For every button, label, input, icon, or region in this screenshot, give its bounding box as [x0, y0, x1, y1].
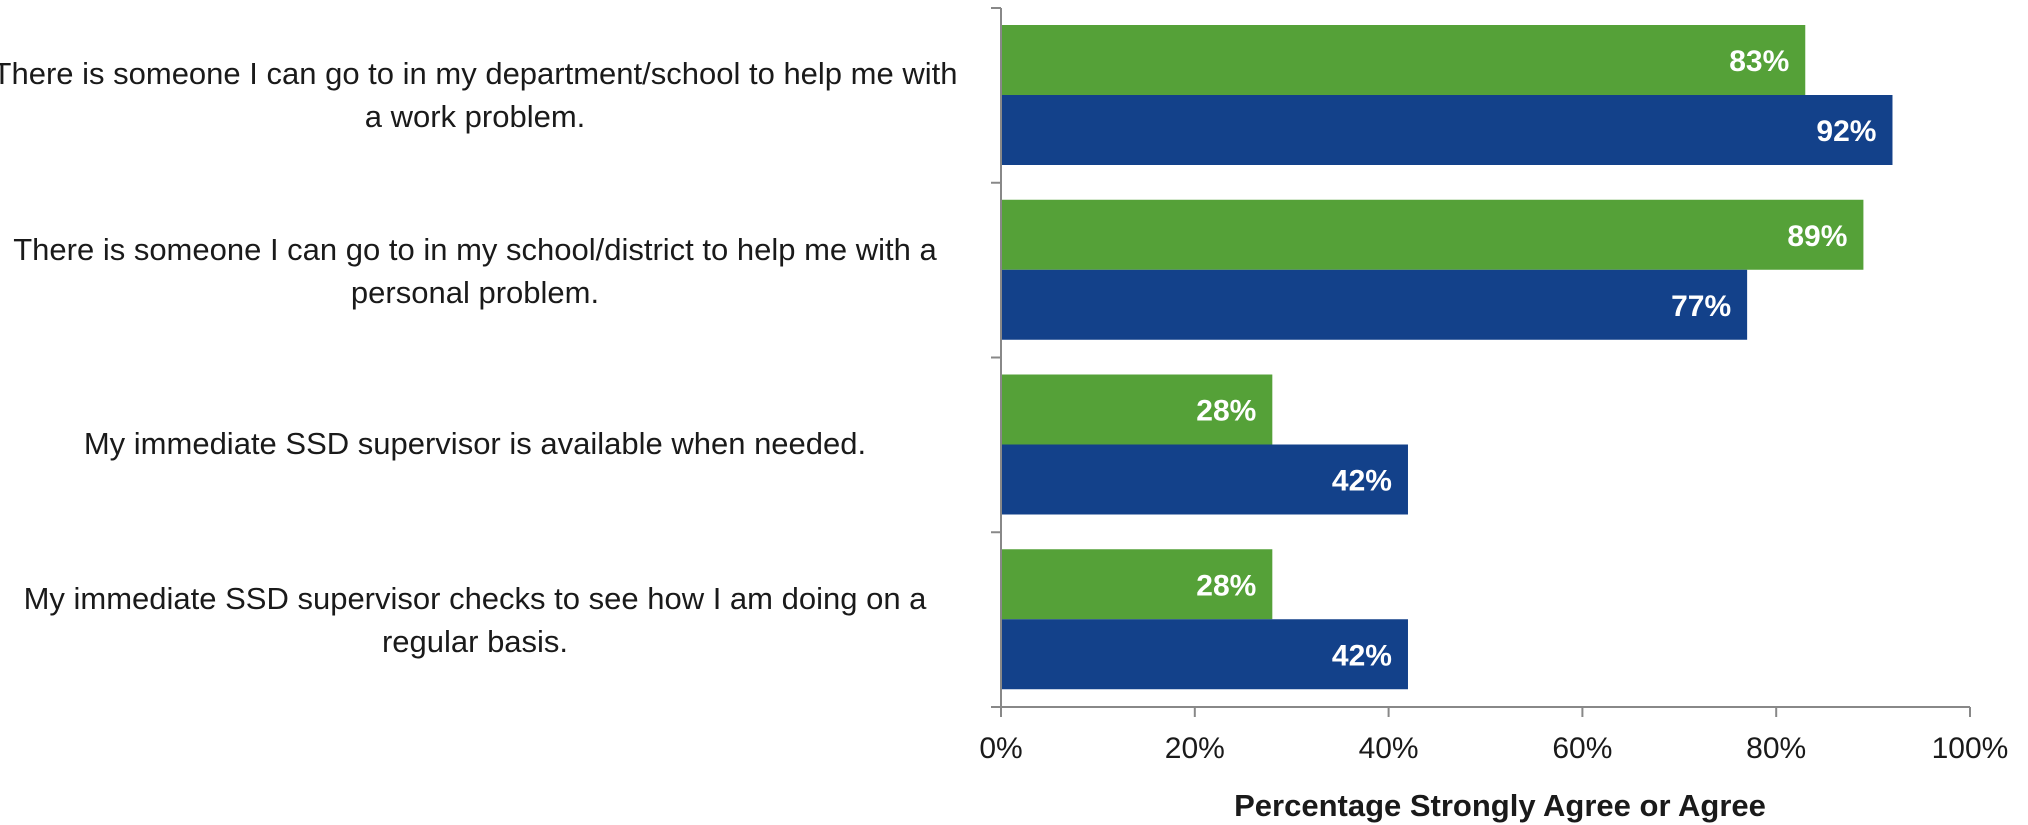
- bar-green-3: [1001, 549, 1273, 620]
- category-label-supervisor-checks: My immediate SSD supervisor checks to se…: [23, 581, 927, 659]
- data-label-green-3: 28%: [1196, 569, 1256, 602]
- data-label-green-1: 89%: [1787, 220, 1847, 253]
- data-label-blue-2: 42%: [1332, 465, 1392, 498]
- x-axis-title: Percentage Strongly Agree or Agree: [1234, 788, 1766, 823]
- x-tick-label-3: 60%: [1552, 732, 1612, 765]
- data-label-blue-0: 92%: [1816, 115, 1876, 148]
- bar-green-0: [1001, 25, 1806, 95]
- bar-green-1: [1001, 199, 1864, 270]
- bar-blue-2: [1001, 444, 1408, 515]
- data-label-blue-3: 42%: [1332, 639, 1392, 672]
- data-label-blue-1: 77%: [1671, 290, 1731, 323]
- bar-blue-0: [1001, 95, 1893, 165]
- x-tick-label-4: 80%: [1746, 732, 1806, 765]
- x-tick-label-5: 100%: [1932, 732, 2009, 765]
- x-tick-label-0: 0%: [979, 732, 1022, 765]
- x-tick-label-1: 20%: [1165, 732, 1225, 765]
- bar-green-2: [1001, 374, 1273, 445]
- data-label-green-0: 83%: [1729, 45, 1789, 78]
- category-label-work-problem: There is someone I can go to in my depar…: [0, 56, 958, 134]
- bar-blue-3: [1001, 619, 1408, 690]
- data-label-green-2: 28%: [1196, 395, 1256, 428]
- category-label-personal-problem: There is someone I can go to in my schoo…: [13, 232, 937, 310]
- category-label-supervisor-available: My immediate SSD supervisor is available…: [83, 426, 867, 461]
- x-tick-label-2: 40%: [1359, 732, 1419, 765]
- bar-blue-1: [1001, 269, 1748, 340]
